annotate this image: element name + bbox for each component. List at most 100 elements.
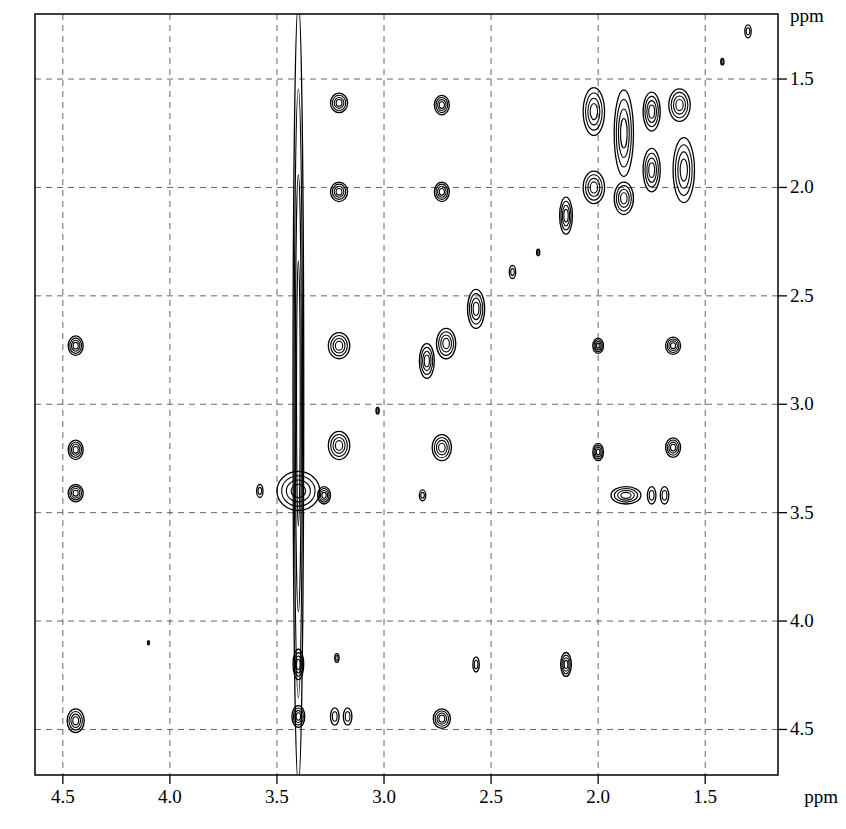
- y-tick-label: 4.0: [790, 610, 814, 631]
- x-axis: 4.54.03.53.02.52.01.5ppm: [51, 775, 838, 807]
- contour-level: [561, 201, 571, 230]
- contour-level: [674, 96, 686, 114]
- contour-level: [441, 335, 452, 352]
- contour-level: [596, 449, 600, 455]
- contour-level: [336, 656, 338, 661]
- y-tick-label: 1.5: [790, 68, 814, 89]
- contour-level: [436, 184, 448, 199]
- contour-level: [333, 438, 345, 454]
- x-tick: [597, 775, 598, 784]
- x-tick: [62, 775, 63, 784]
- cross-peak: [745, 25, 751, 38]
- contour-level: [68, 484, 83, 501]
- cross-peak: [647, 487, 656, 504]
- grid-line-x: [62, 14, 63, 775]
- contour-level: [614, 182, 633, 215]
- cross-peak: [434, 95, 449, 115]
- contour-level: [594, 445, 602, 459]
- contour-level: [328, 431, 349, 459]
- contour-level: [561, 653, 572, 677]
- y-tick-label: 3.5: [790, 502, 814, 523]
- x-tick-label: 2.5: [479, 786, 503, 807]
- contour-level: [666, 337, 681, 354]
- y-tick: [778, 620, 787, 621]
- y-tick: [778, 187, 787, 188]
- contour-level: [509, 265, 515, 278]
- cross-peak: [293, 14, 304, 775]
- x-tick-label: 4.0: [158, 786, 182, 807]
- contour-level: [293, 708, 303, 725]
- contour-level: [68, 336, 83, 356]
- cross-peak: [560, 197, 573, 234]
- grid-line-x: [705, 14, 706, 775]
- contour-level: [721, 58, 724, 65]
- contour-level: [277, 471, 320, 510]
- cross-peak: [509, 265, 515, 278]
- contour-level: [671, 444, 676, 451]
- contour-level: [618, 109, 629, 158]
- contour-level: [293, 14, 304, 775]
- grid-line-x: [169, 14, 170, 775]
- contour-level: [588, 178, 600, 196]
- contour-level: [616, 99, 631, 167]
- contour-level: [436, 440, 447, 455]
- contour-level: [439, 332, 454, 356]
- contour-level: [332, 95, 345, 110]
- contour-level: [73, 446, 78, 453]
- contour-level: [649, 163, 655, 178]
- contour-level: [331, 336, 348, 356]
- cross-peak: [434, 182, 449, 202]
- cross-peak: [583, 88, 604, 136]
- plot-frame: [35, 14, 778, 775]
- contour-level: [643, 92, 660, 131]
- grid-line-x: [276, 14, 277, 775]
- cross-peak: [433, 709, 450, 729]
- cross-peak: [721, 58, 724, 65]
- contour-level: [471, 298, 481, 320]
- contour-level: [594, 340, 602, 352]
- contour-level: [667, 440, 679, 455]
- contour-level: [678, 152, 690, 188]
- contour-level: [660, 487, 669, 504]
- contour-level: [71, 444, 79, 455]
- contour-level: [649, 105, 655, 118]
- contour-level: [421, 492, 425, 498]
- contour-level: [68, 440, 83, 460]
- contour-level: [614, 489, 637, 503]
- contour-level: [419, 490, 425, 501]
- x-tick: [276, 775, 277, 784]
- grid: [35, 14, 778, 775]
- contour-level: [439, 102, 444, 109]
- cross-peak: [593, 443, 604, 460]
- contour-level: [595, 447, 601, 457]
- cross-peak: [330, 708, 339, 725]
- contour-level: [647, 101, 657, 123]
- contour-level: [332, 712, 337, 722]
- contour-level: [473, 302, 479, 315]
- contour-level: [588, 98, 600, 125]
- contour-level: [322, 492, 326, 498]
- cross-peak: [537, 249, 540, 256]
- cross-peak: [614, 182, 633, 215]
- grid-line-y: [35, 729, 778, 730]
- contour-level: [73, 490, 78, 496]
- contour-level: [70, 338, 82, 353]
- cross-peak: [293, 649, 304, 679]
- cross-peak: [468, 289, 485, 328]
- grid-line-y: [35, 621, 778, 622]
- contour-level: [286, 480, 310, 502]
- cross-peak: [68, 440, 83, 460]
- nmr-cosy-chart: 4.54.03.53.02.52.01.5ppm1.52.02.53.03.54…: [0, 0, 846, 829]
- contour-level: [583, 171, 604, 204]
- contour-level: [436, 328, 455, 358]
- contour-level: [662, 491, 667, 501]
- cross-peak: [67, 709, 84, 733]
- contour-level: [647, 487, 656, 504]
- contour-level: [292, 706, 305, 728]
- cross-peak: [666, 337, 681, 354]
- y-tick-label: 3.0: [790, 393, 814, 414]
- contour-level: [671, 92, 688, 117]
- x-tick: [383, 775, 384, 784]
- cross-peak: [419, 344, 434, 379]
- contour-level: [419, 344, 434, 379]
